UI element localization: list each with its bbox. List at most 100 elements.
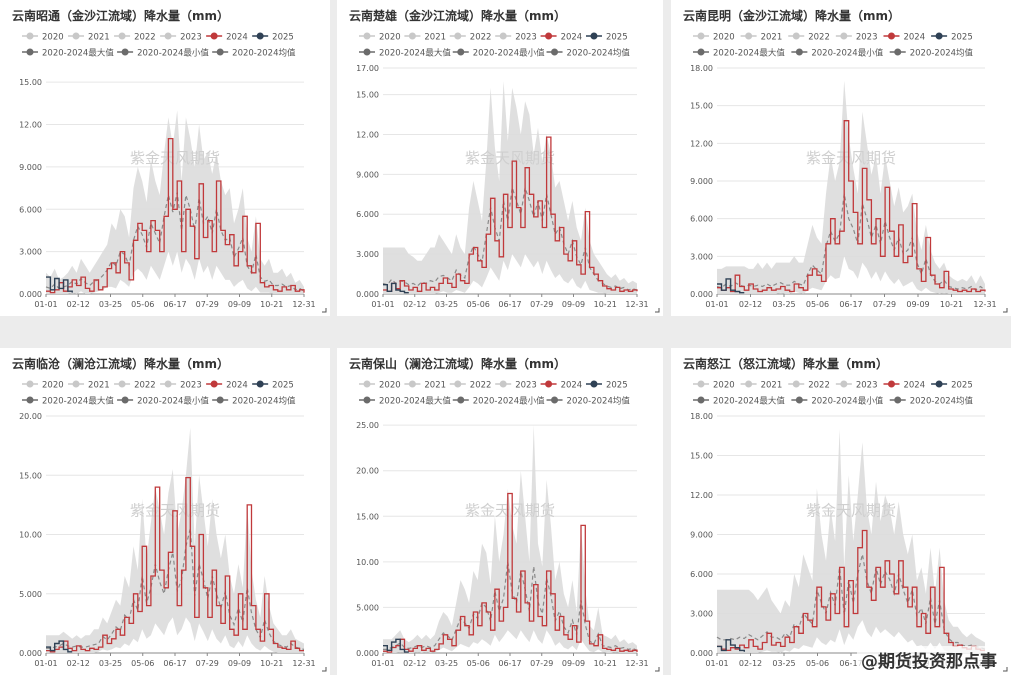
x-tick-label: 06-17 — [839, 659, 862, 668]
legend-item-2020[interactable]: 2020 — [22, 32, 64, 43]
legend-item-2021[interactable]: 2021 — [404, 32, 446, 43]
legend-item-avg[interactable]: 2020-2024均值 — [889, 396, 974, 407]
svg-text:2025: 2025 — [951, 381, 973, 391]
legend-item-2025[interactable]: 2025 — [931, 32, 973, 43]
legend-item-2023[interactable]: 2023 — [160, 380, 202, 391]
watermark: 紫金天风期货 — [465, 502, 555, 520]
chart-svg: 云南昆明（金沙江流域）降水量（mm） 2020 2021 2022 2023 2024 20… — [683, 8, 1008, 313]
legend-item-max[interactable]: 2020-2024最大值 — [359, 396, 451, 407]
chart-svg: 云南昭通（金沙江流域）降水量（mm） 2020 2021 2022 2023 2024 20… — [12, 8, 327, 313]
chart-svg: 云南保山（澜沧江流域）降水量（mm） 2020 2021 2022 2023 2024 20… — [349, 356, 660, 672]
legend-item-2022[interactable]: 2022 — [788, 380, 830, 391]
x-tick-label: 03-25 — [99, 659, 122, 668]
x-tick-label: 09-09 — [562, 659, 585, 668]
svg-text:2020-2024均值: 2020-2024均值 — [567, 396, 631, 407]
svg-text:2025: 2025 — [951, 33, 973, 43]
y-tick-label: 15.00 — [356, 91, 379, 100]
legend-item-2025[interactable]: 2025 — [931, 380, 973, 391]
x-tick-label: 06-17 — [498, 300, 521, 309]
svg-text:2021: 2021 — [88, 381, 110, 391]
x-tick-label: 02-12 — [67, 659, 90, 668]
series-2024 — [383, 136, 638, 292]
legend-item-max[interactable]: 2020-2024最大值 — [693, 48, 785, 59]
legend-item-min[interactable]: 2020-2024最小值 — [452, 48, 545, 59]
legend-item-2020[interactable]: 2020 — [693, 380, 735, 391]
legend-item-2021[interactable]: 2021 — [740, 380, 783, 391]
svg-text:2024: 2024 — [903, 33, 925, 43]
x-tick-label: 05-06 — [806, 659, 829, 668]
legend-item-min[interactable]: 2020-2024最小值 — [791, 48, 884, 59]
legend-item-max[interactable]: 2020-2024最大值 — [22, 396, 114, 407]
svg-text:2025: 2025 — [272, 33, 294, 43]
legend-item-min[interactable]: 2020-2024最小值 — [452, 396, 545, 407]
chart-title: 云南临沧（澜沧江流域）降水量（mm） — [12, 356, 229, 371]
legend-item-2023[interactable]: 2023 — [835, 32, 878, 43]
legend-item-2021[interactable]: 2021 — [68, 32, 110, 43]
svg-text:2020-2024最小值: 2020-2024最小值 — [473, 48, 545, 59]
legend-item-avg[interactable]: 2020-2024均值 — [889, 48, 974, 59]
svg-text:2020: 2020 — [379, 33, 401, 43]
legend-item-2023[interactable]: 2023 — [835, 380, 878, 391]
svg-text:2025: 2025 — [606, 381, 628, 391]
x-tick-label: 12-31 — [625, 300, 648, 309]
legend-item-2025[interactable]: 2025 — [585, 32, 628, 43]
legend-item-2024[interactable]: 2024 — [540, 380, 583, 391]
legend-item-avg[interactable]: 2020-2024均值 — [546, 396, 631, 407]
y-tick-label: 5.000 — [19, 590, 42, 599]
y-tick-label: 12.00 — [19, 121, 42, 130]
legend-item-avg[interactable]: 2020-2024均值 — [212, 396, 296, 407]
legend-item-2024[interactable]: 2024 — [883, 380, 925, 391]
y-tick-label: 6.000 — [19, 205, 42, 214]
svg-text:2020-2024最小值: 2020-2024最小值 — [473, 396, 545, 407]
legend-item-2022[interactable]: 2022 — [449, 380, 492, 391]
x-tick-label: 01-01 — [705, 300, 728, 309]
y-tick-label: 25.00 — [356, 421, 379, 430]
svg-text:2023: 2023 — [856, 33, 878, 43]
legend-item-2024[interactable]: 2024 — [206, 32, 248, 43]
legend-item-2021[interactable]: 2021 — [68, 380, 110, 391]
legend-item-avg[interactable]: 2020-2024均值 — [546, 48, 631, 59]
legend-item-2021[interactable]: 2021 — [740, 32, 783, 43]
x-tick-label: 03-25 — [772, 659, 795, 668]
svg-text:2021: 2021 — [761, 381, 783, 391]
legend-item-2024[interactable]: 2024 — [206, 380, 248, 391]
legend-item-2020[interactable]: 2020 — [693, 32, 735, 43]
legend-item-2025[interactable]: 2025 — [585, 380, 628, 391]
svg-text:2022: 2022 — [808, 381, 830, 391]
legend-item-2023[interactable]: 2023 — [495, 380, 537, 391]
x-tick-label: 09-09 — [562, 300, 585, 309]
y-tick-label: 15.00 — [690, 102, 713, 111]
legend-item-2023[interactable]: 2023 — [160, 32, 202, 43]
legend-item-2020[interactable]: 2020 — [22, 380, 64, 391]
legend-item-2020[interactable]: 2020 — [359, 32, 401, 43]
legend-item-avg[interactable]: 2020-2024均值 — [212, 48, 296, 59]
y-tick-label: 20.00 — [356, 467, 379, 476]
x-tick-label: 02-12 — [403, 300, 426, 309]
legend-item-2022[interactable]: 2022 — [788, 32, 830, 43]
legend-item-2025[interactable]: 2025 — [252, 380, 294, 391]
legend-item-max[interactable]: 2020-2024最大值 — [693, 396, 785, 407]
legend-item-2022[interactable]: 2022 — [114, 32, 156, 43]
legend-item-2024[interactable]: 2024 — [540, 32, 583, 43]
legend-item-2020[interactable]: 2020 — [359, 380, 401, 391]
x-tick-label: 07-29 — [196, 300, 219, 309]
legend-item-2021[interactable]: 2021 — [404, 380, 446, 391]
svg-text:2023: 2023 — [515, 381, 537, 391]
svg-text:2021: 2021 — [761, 33, 783, 43]
legend-item-max[interactable]: 2020-2024最大值 — [359, 48, 451, 59]
legend-item-2024[interactable]: 2024 — [883, 32, 925, 43]
legend-item-2023[interactable]: 2023 — [495, 32, 537, 43]
x-tick-label: 05-06 — [467, 300, 490, 309]
legend-item-2022[interactable]: 2022 — [449, 32, 492, 43]
y-tick-label: 15.00 — [19, 78, 42, 87]
svg-text:2021: 2021 — [88, 33, 110, 43]
legend-item-min[interactable]: 2020-2024最小值 — [791, 396, 884, 407]
legend-item-2025[interactable]: 2025 — [252, 32, 294, 43]
y-tick-label: 20.00 — [19, 412, 42, 421]
legend-item-min[interactable]: 2020-2024最小值 — [117, 396, 209, 407]
legend-item-min[interactable]: 2020-2024最小值 — [117, 48, 209, 59]
legend-item-max[interactable]: 2020-2024最大值 — [22, 48, 114, 59]
y-tick-label: 3.000 — [19, 248, 42, 257]
legend-item-2022[interactable]: 2022 — [114, 380, 156, 391]
svg-text:2020-2024均值: 2020-2024均值 — [910, 48, 974, 59]
